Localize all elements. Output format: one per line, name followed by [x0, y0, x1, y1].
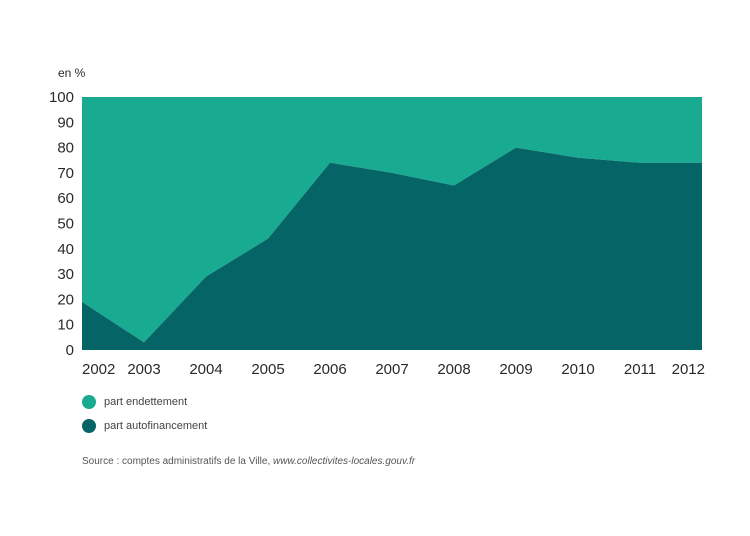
y-tick-label: 70	[57, 165, 74, 182]
x-tick-label: 2006	[313, 361, 346, 378]
x-tick-label: 2004	[189, 361, 222, 378]
legend-swatch-autofinancement	[82, 419, 96, 433]
area-part-endettement	[82, 97, 702, 343]
y-tick-label: 90	[57, 114, 74, 131]
plot-area	[82, 97, 702, 350]
legend-item-endettement: part endettement	[82, 394, 207, 410]
x-tick-label: 2010	[561, 361, 594, 378]
y-tick-label: 20	[57, 291, 74, 308]
y-tick-label: 80	[57, 140, 74, 157]
x-tick-label: 2009	[499, 361, 532, 378]
x-tick-label: 2002	[82, 361, 115, 378]
x-tick-label: 2012	[672, 361, 705, 378]
legend-item-autofinancement: part autofinancement	[82, 418, 207, 434]
legend-label: part endettement	[104, 396, 188, 408]
x-tick-label: 2007	[375, 361, 408, 378]
y-tick-label: 30	[57, 266, 74, 283]
x-tick-label: 2005	[251, 361, 284, 378]
legend-swatch-endettement	[82, 395, 96, 409]
x-axis-ticks: 2002 2003 2004 2005 2006 2007 2008 2009 2010 2011…	[82, 361, 705, 378]
source-prefix: Source : comptes administratifs de la Vi…	[82, 456, 271, 467]
area-part-autofinancement	[82, 147, 702, 350]
x-tick-label: 2008	[437, 361, 470, 378]
legend-label: part autofinancement	[104, 420, 208, 432]
y-unit-label: en %	[58, 66, 86, 80]
source-note: Source : comptes administratifs de la Vi…	[82, 456, 415, 467]
source-link: www.collectivites-locales.gouv.fr	[273, 456, 416, 467]
legend: part endettement part autofinancement	[82, 394, 207, 442]
y-tick-label: 60	[57, 190, 74, 207]
y-tick-label: 50	[57, 216, 74, 233]
y-tick-label: 0	[66, 342, 74, 359]
y-axis-ticks: 0 10 20 30 40 50 60 70 80 90 100	[49, 89, 74, 359]
y-tick-label: 100	[49, 89, 74, 106]
y-tick-label: 40	[57, 241, 74, 258]
x-tick-label: 2011	[624, 361, 656, 378]
y-tick-label: 10	[57, 317, 74, 334]
x-tick-label: 2003	[127, 361, 160, 378]
